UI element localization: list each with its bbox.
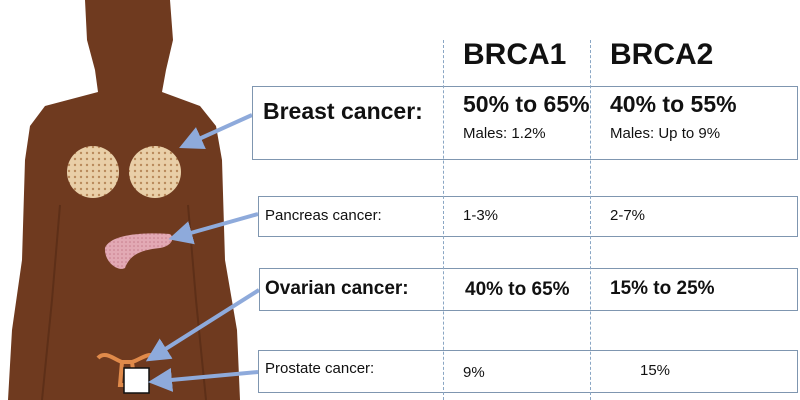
breast-brca2: 40% to 55% (610, 91, 737, 117)
arrow-pancreas (168, 212, 259, 245)
prostate-box (123, 367, 150, 394)
arrow-prostate (148, 367, 259, 392)
column-divider-1 (443, 40, 444, 400)
ovarian-brca2: 15% to 25% (610, 278, 715, 299)
pancreas (104, 233, 173, 269)
left-breast-gland (67, 146, 119, 198)
ovarian-row (259, 268, 798, 311)
pancreas-brca2: 2-7% (610, 207, 646, 224)
breast-brca1: 50% to 65% (463, 91, 590, 117)
pancreas-row (258, 196, 798, 237)
pancreas-label: Pancreas cancer: (265, 207, 382, 224)
right-breast-gland (129, 146, 181, 198)
prostate-brca2: 15% (640, 362, 671, 379)
pancreas-brca1: 1-3% (463, 207, 499, 224)
breast-label: Breast cancer: (263, 98, 423, 124)
column-divider-2 (590, 40, 591, 400)
breast-brca2-note: Males: Up to 9% (610, 125, 721, 142)
prostate-label: Prostate cancer: (265, 360, 375, 377)
ovarian-label: Ovarian cancer: (265, 278, 409, 299)
arrow-ovarian (145, 288, 261, 362)
body-silhouette (8, 0, 240, 400)
breast-brca1-note: Males: 1.2% (463, 125, 546, 142)
breast-row (252, 86, 798, 160)
arrow-breast (179, 113, 253, 149)
prostate-brca1: 9% (463, 364, 485, 381)
prostate-row (258, 350, 798, 393)
header-brca1: BRCA1 (463, 38, 567, 71)
ovarian-brca1: 40% to 65% (465, 279, 570, 300)
header-brca2: BRCA2 (610, 38, 714, 71)
